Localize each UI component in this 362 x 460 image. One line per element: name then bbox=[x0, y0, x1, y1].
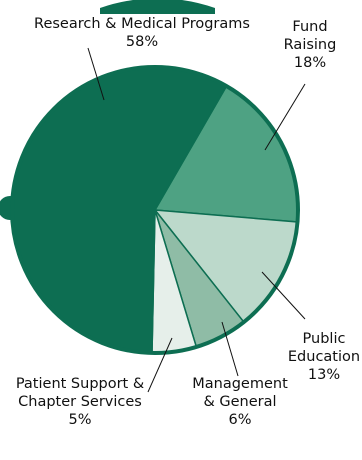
slice-name-line: & General bbox=[203, 394, 276, 410]
slice-label-research-medical-programs: Research & Medical Programs 58% bbox=[34, 16, 250, 50]
slice-label-patient-support-chapter-services: Patient Support & Chapter Services 5% bbox=[16, 376, 144, 428]
leader-line-public-education bbox=[261, 271, 306, 320]
slice-labels: Research & Medical Programs 58% Fund Raisin… bbox=[16, 16, 360, 428]
slice-value-label: 13% bbox=[308, 367, 340, 383]
slice-value-label: 18% bbox=[294, 55, 326, 71]
slice-name-line: Public bbox=[303, 331, 346, 347]
slice-name-line: Research & Medical Programs bbox=[34, 16, 250, 32]
leader-line-fund-raising bbox=[264, 83, 306, 151]
slice-name-line: Patient Support & bbox=[16, 376, 144, 392]
slice-value-label: 5% bbox=[68, 412, 91, 428]
slice-name-line: Education bbox=[288, 349, 360, 365]
pie-outline bbox=[10, 65, 300, 355]
slice-name-line: Chapter Services bbox=[18, 394, 142, 410]
slice-name-line: Management bbox=[192, 376, 288, 392]
slice-value-label: 6% bbox=[228, 412, 251, 428]
slice-value-label: 58% bbox=[126, 34, 158, 50]
leader-line-patient-support-chapter-services bbox=[147, 337, 173, 393]
slice-name-line: Raising bbox=[284, 37, 337, 53]
slice-label-fund-raising: Fund Raising 18% bbox=[284, 19, 337, 71]
pie-rim-top bbox=[100, 0, 215, 14]
pie-slices bbox=[10, 65, 300, 355]
leader-line-research-medical-programs bbox=[87, 47, 105, 101]
slice-name-line: Fund bbox=[292, 19, 327, 35]
slice-label-public-education: Public Education 13% bbox=[288, 331, 360, 383]
leader-line-management-general bbox=[221, 321, 239, 377]
slice-label-management-general: Management & General 6% bbox=[192, 376, 288, 428]
leader-lines bbox=[87, 47, 306, 393]
